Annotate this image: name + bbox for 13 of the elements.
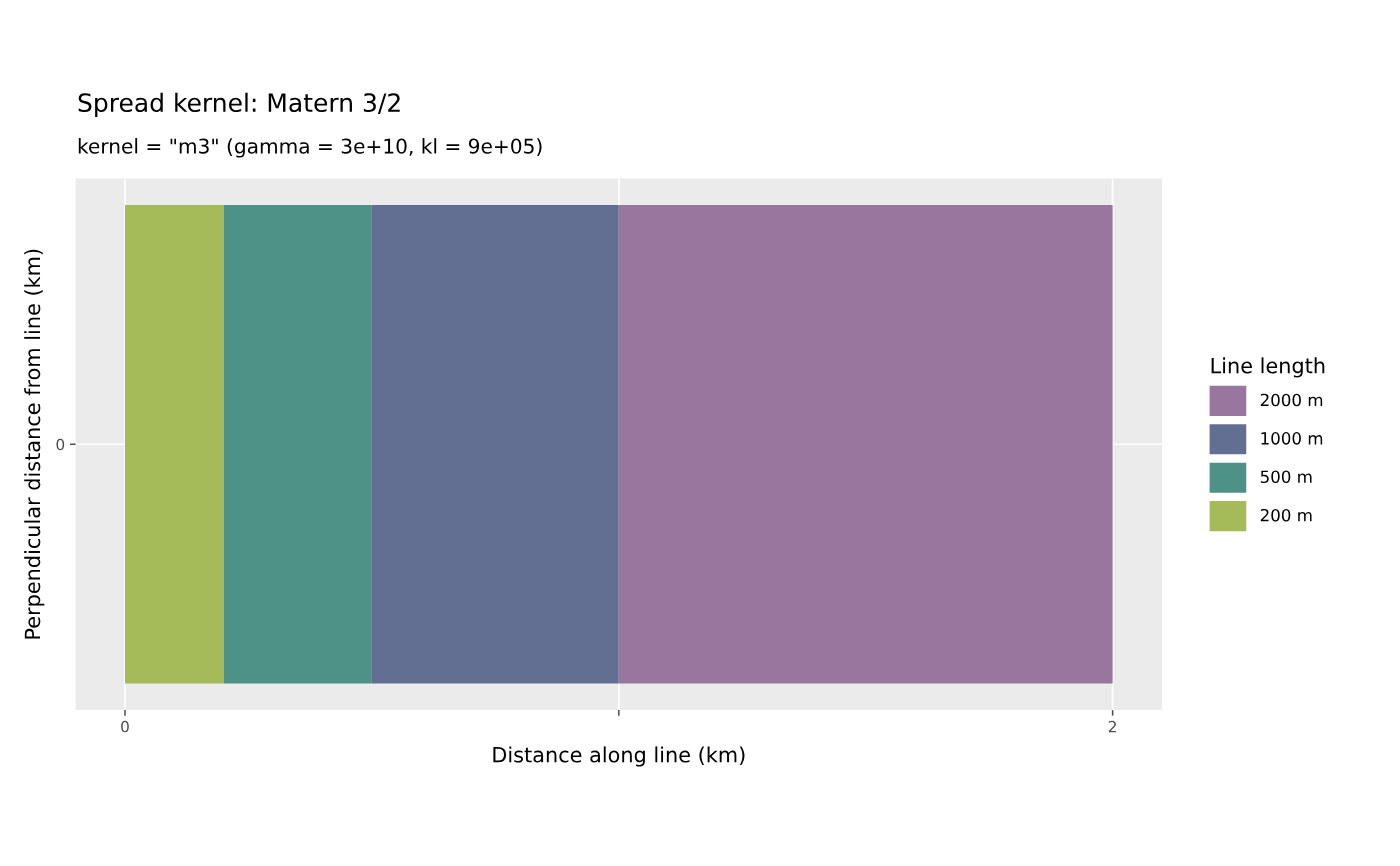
x-tick-label: 2 — [1108, 720, 1116, 733]
legend-label: 2000 m — [1260, 393, 1323, 407]
chart-subtitle: kernel = "m3" (gamma = 3e+10, kl = 9e+05) — [78, 138, 542, 158]
bar — [124, 204, 224, 684]
y-axis-title: Perpendicular distance from line (km) — [24, 249, 45, 639]
x-axis-title: Distance along line (km) — [493, 746, 745, 767]
chart-title: Spread kernel: Matern 3/2 — [78, 92, 400, 117]
legend-title: Line length — [1211, 357, 1325, 378]
bar — [223, 204, 372, 684]
legend-label: 500 m — [1260, 470, 1312, 484]
legend-label: 1000 m — [1261, 432, 1323, 445]
legend-label: 200 m — [1260, 508, 1312, 522]
bar — [371, 204, 619, 684]
